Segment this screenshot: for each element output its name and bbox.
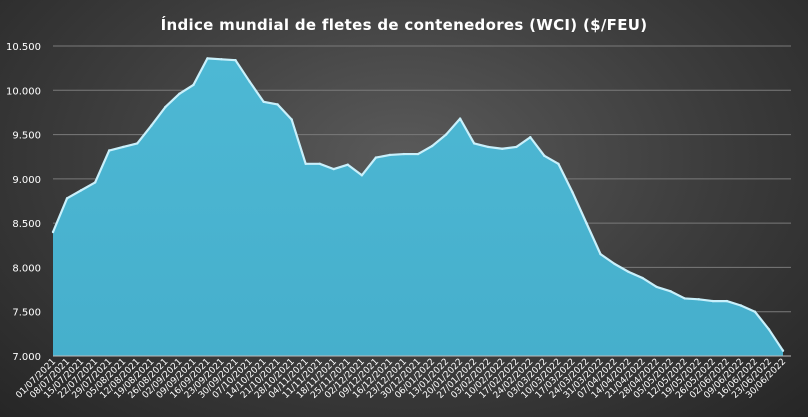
data-point bbox=[220, 58, 223, 61]
data-point bbox=[444, 133, 448, 136]
data-point bbox=[206, 57, 209, 60]
data-point bbox=[458, 117, 462, 120]
data-point bbox=[276, 103, 279, 106]
data-point bbox=[430, 144, 434, 148]
data-point bbox=[585, 221, 588, 225]
data-point bbox=[753, 310, 757, 313]
y-tick-label: 8.000 bbox=[12, 263, 41, 274]
y-tick-label: 10.000 bbox=[6, 86, 41, 97]
data-point bbox=[683, 297, 686, 300]
data-point bbox=[192, 83, 195, 87]
data-point bbox=[613, 262, 616, 266]
y-tick-label: 9.500 bbox=[12, 131, 41, 142]
data-point bbox=[374, 156, 378, 159]
y-tick-label: 8.500 bbox=[12, 219, 41, 230]
data-point bbox=[248, 80, 251, 83]
data-point bbox=[571, 190, 574, 194]
y-tick-label: 7.500 bbox=[12, 308, 41, 319]
y-tick-label: 10.500 bbox=[6, 42, 41, 53]
data-point bbox=[402, 152, 406, 156]
data-point bbox=[557, 162, 560, 165]
data-point bbox=[332, 167, 335, 171]
data-point bbox=[781, 349, 785, 352]
data-point bbox=[529, 136, 532, 139]
data-point bbox=[515, 145, 518, 149]
data-point bbox=[136, 142, 139, 145]
data-point bbox=[304, 162, 307, 165]
data-point bbox=[178, 92, 181, 96]
data-point bbox=[234, 58, 237, 62]
data-point bbox=[739, 304, 743, 307]
data-point bbox=[697, 298, 700, 301]
data-point bbox=[627, 270, 630, 274]
data-point bbox=[318, 162, 321, 165]
data-point bbox=[711, 299, 715, 303]
data-point bbox=[164, 105, 167, 109]
data-point bbox=[290, 118, 293, 121]
area-series bbox=[53, 58, 783, 357]
data-point bbox=[79, 189, 83, 192]
data-point bbox=[655, 285, 658, 289]
data-point bbox=[360, 174, 364, 177]
data-point bbox=[599, 252, 602, 256]
data-point bbox=[262, 100, 265, 104]
data-point bbox=[501, 147, 504, 150]
data-point bbox=[150, 124, 153, 127]
data-point bbox=[93, 181, 97, 184]
data-point bbox=[346, 163, 350, 166]
y-tick-label: 9.000 bbox=[12, 175, 41, 186]
data-point bbox=[107, 149, 111, 152]
data-point bbox=[543, 154, 546, 158]
data-point bbox=[641, 276, 644, 280]
data-point bbox=[669, 290, 672, 293]
data-point bbox=[472, 142, 476, 145]
data-point bbox=[725, 299, 729, 303]
data-point bbox=[65, 197, 69, 200]
data-point bbox=[51, 230, 55, 234]
data-point bbox=[121, 145, 125, 149]
data-point bbox=[486, 145, 490, 149]
data-point bbox=[767, 328, 771, 331]
data-point bbox=[416, 152, 420, 156]
chart-title: Índice mundial de fletes de contenedores… bbox=[160, 16, 648, 34]
data-point bbox=[388, 153, 392, 157]
y-tick-label: 7.000 bbox=[12, 352, 41, 363]
